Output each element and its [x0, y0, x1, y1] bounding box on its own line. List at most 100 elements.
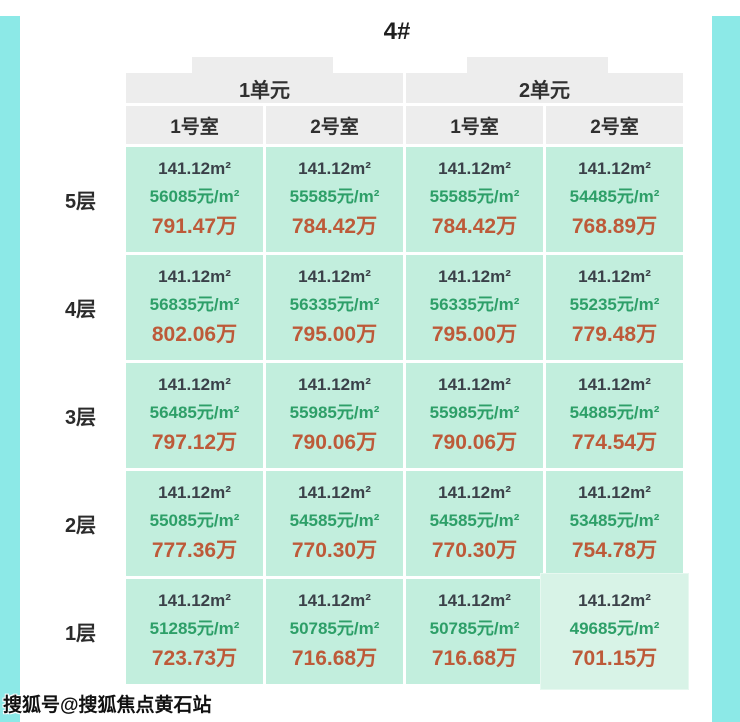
- left-accent-stripe: [0, 16, 20, 722]
- total-price-text: 784.42万: [431, 215, 518, 238]
- area-text: 141.12m²: [578, 591, 651, 610]
- total-price-text: 770.30万: [291, 539, 378, 562]
- unit-price-text: 54485元/m²: [569, 187, 660, 206]
- price-cell: 141.12m² 56335元/m² 795.00万: [266, 255, 403, 360]
- price-board: 4# 1单元 2单元 1号室 2号室 1号室 2号室 5层 141.12m² 56085元/m²…: [20, 16, 688, 689]
- unit-price-text: 56485元/m²: [149, 403, 240, 422]
- total-price-text: 779.48万: [571, 323, 658, 346]
- price-cell: 141.12m² 55985元/m² 790.06万: [406, 363, 543, 468]
- total-price-text: 790.06万: [291, 431, 378, 454]
- total-price-text: 795.00万: [431, 323, 518, 346]
- area-text: 141.12m²: [298, 375, 371, 394]
- area-text: 141.12m²: [578, 375, 651, 394]
- unit-price-text: 54585元/m²: [429, 511, 520, 530]
- unit-price-text: 51285元/m²: [149, 619, 240, 638]
- unit-price-text: 50785元/m²: [429, 619, 520, 638]
- area-text: 141.12m²: [578, 159, 651, 178]
- price-cell: 141.12m² 54585元/m² 770.30万: [406, 471, 543, 576]
- floor-label-3层: 3层: [64, 407, 97, 429]
- total-price-text: 768.89万: [571, 215, 658, 238]
- price-cell: 141.12m² 55585元/m² 784.42万: [406, 147, 543, 252]
- price-cell: 141.12m² 54885元/m² 774.54万: [546, 363, 683, 468]
- total-price-text: 701.15万: [571, 647, 658, 670]
- price-cell: 141.12m² 50785元/m² 716.68万: [406, 579, 543, 684]
- building-title: 4#: [383, 18, 411, 45]
- unit-header-2: 2单元: [406, 73, 683, 103]
- price-cell: 141.12m² 56335元/m² 795.00万: [406, 255, 543, 360]
- area-text: 141.12m²: [298, 267, 371, 286]
- unit-price-text: 55585元/m²: [429, 187, 520, 206]
- room-header-3: 1号室: [406, 106, 543, 144]
- price-cell: 141.12m² 55985元/m² 790.06万: [266, 363, 403, 468]
- price-table: 1单元 2单元 1号室 2号室 1号室 2号室 5层 141.12m² 56085元/m² 791…: [20, 57, 688, 689]
- area-text: 141.12m²: [438, 483, 511, 502]
- total-price-text: 716.68万: [291, 647, 378, 670]
- area-text: 141.12m²: [578, 483, 651, 502]
- watermark: 搜狐号@搜狐焦点黄石站: [3, 695, 212, 716]
- price-cell: 141.12m² 53485元/m² 754.78万: [546, 471, 683, 576]
- area-text: 141.12m²: [298, 591, 371, 610]
- unit-price-text: 55235元/m²: [569, 295, 660, 314]
- price-cell: 141.12m² 54485元/m² 768.89万: [546, 147, 683, 252]
- total-price-text: 774.54万: [571, 431, 658, 454]
- room-header-2: 2号室: [266, 106, 403, 144]
- area-text: 141.12m²: [158, 267, 231, 286]
- area-text: 141.12m²: [438, 591, 511, 610]
- total-price-text: 754.78万: [571, 539, 658, 562]
- floor-label-4层: 4层: [64, 299, 97, 321]
- total-price-text: 716.68万: [431, 647, 518, 670]
- unit-price-text: 55985元/m²: [429, 403, 520, 422]
- price-cell: 141.12m² 56485元/m² 797.12万: [126, 363, 263, 468]
- price-cell: 141.12m² 55235元/m² 779.48万: [546, 255, 683, 360]
- unit-price-text: 54585元/m²: [289, 511, 380, 530]
- unit-price-text: 53485元/m²: [569, 511, 660, 530]
- price-cell: 141.12m² 51285元/m² 723.73万: [126, 579, 263, 684]
- room-header-1: 1号室: [126, 106, 263, 144]
- unit-price-text: 55085元/m²: [149, 511, 240, 530]
- price-cell: 141.12m² 54585元/m² 770.30万: [266, 471, 403, 576]
- floor-label-2层: 2层: [64, 515, 97, 537]
- unit-price-text: 56085元/m²: [149, 187, 240, 206]
- area-text: 141.12m²: [438, 375, 511, 394]
- right-accent-stripe: [712, 16, 740, 722]
- unit-price-text: 54885元/m²: [569, 403, 660, 422]
- price-cell: 141.12m² 49685元/m² 701.15万: [541, 574, 688, 689]
- area-text: 141.12m²: [438, 159, 511, 178]
- price-cell: 141.12m² 56085元/m² 791.47万: [126, 147, 263, 252]
- total-price-text: 723.73万: [151, 647, 238, 670]
- unit-price-text: 55585元/m²: [289, 187, 380, 206]
- area-text: 141.12m²: [158, 375, 231, 394]
- area-text: 141.12m²: [158, 159, 231, 178]
- price-cell: 141.12m² 50785元/m² 716.68万: [266, 579, 403, 684]
- unit-price-text: 56835元/m²: [149, 295, 240, 314]
- unit-price-text: 56335元/m²: [289, 295, 380, 314]
- total-price-text: 797.12万: [151, 431, 238, 454]
- area-text: 141.12m²: [298, 159, 371, 178]
- area-text: 141.12m²: [298, 483, 371, 502]
- total-price-text: 770.30万: [431, 539, 518, 562]
- unit-price-text: 50785元/m²: [289, 619, 380, 638]
- unit-header-1: 1单元: [126, 73, 403, 103]
- unit-price-text: 55985元/m²: [289, 403, 380, 422]
- area-text: 141.12m²: [578, 267, 651, 286]
- room-header-4: 2号室: [546, 106, 683, 144]
- area-text: 141.12m²: [438, 267, 511, 286]
- total-price-text: 791.47万: [151, 215, 238, 238]
- floor-label-5层: 5层: [64, 191, 97, 213]
- unit-2-tab: [467, 57, 608, 77]
- price-cell: 141.12m² 56835元/m² 802.06万: [126, 255, 263, 360]
- floor-label-1层: 1层: [64, 623, 97, 645]
- total-price-text: 795.00万: [291, 323, 378, 346]
- total-price-text: 777.36万: [151, 539, 238, 562]
- total-price-text: 790.06万: [431, 431, 518, 454]
- unit-price-text: 56335元/m²: [429, 295, 520, 314]
- price-cell: 141.12m² 55585元/m² 784.42万: [266, 147, 403, 252]
- price-grid: 1单元 2单元 1号室 2号室 1号室 2号室 5层 141.12m² 56085元/m² 791…: [20, 73, 688, 689]
- unit-1-tab: [192, 57, 333, 77]
- price-cell: 141.12m² 55085元/m² 777.36万: [126, 471, 263, 576]
- area-text: 141.12m²: [158, 591, 231, 610]
- total-price-text: 802.06万: [151, 323, 238, 346]
- unit-price-text: 49685元/m²: [569, 619, 660, 638]
- area-text: 141.12m²: [158, 483, 231, 502]
- total-price-text: 784.42万: [291, 215, 378, 238]
